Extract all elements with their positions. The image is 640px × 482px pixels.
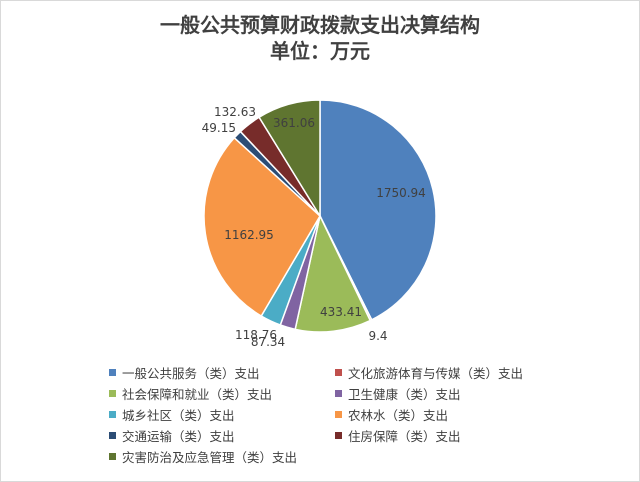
legend-swatch [109, 410, 116, 418]
chart-title: 一般公共预算财政拨款支出决算结构 [160, 13, 480, 37]
pie-data-label: 361.06 [273, 116, 315, 130]
legend-swatch [109, 431, 116, 439]
legend-label: 农林水（类）支出 [348, 407, 449, 423]
legend-label: 卫生健康（类）支出 [348, 386, 461, 402]
legend-item: 城乡社区（类）支出 [109, 405, 335, 423]
legend-item: 农林水（类）支出 [335, 405, 579, 423]
pie-data-label: 132.63 [214, 105, 256, 119]
legend-label: 一般公共服务（类）支出 [122, 365, 260, 381]
pie-data-label: 118.76 [235, 328, 277, 342]
pie-data-label: 1750.94 [376, 186, 426, 200]
legend-label: 文化旅游体育与传媒（类）支出 [348, 365, 524, 381]
legend-swatch [109, 368, 116, 376]
pie-data-label: 433.41 [320, 305, 362, 319]
pie-data-label: 1162.95 [224, 228, 274, 242]
chart-subtitle: 单位：万元 [270, 39, 370, 63]
legend-label: 城乡社区（类）支出 [122, 407, 235, 423]
legend-item: 灾害防治及应急管理（类）支出 [109, 447, 335, 465]
legend-label: 住房保障（类）支出 [348, 428, 461, 444]
pie-slice [319, 99, 437, 321]
legend-item: 卫生健康（类）支出 [335, 384, 579, 402]
legend-item: 社会保障和就业（类）支出 [109, 384, 335, 402]
legend-label: 社会保障和就业（类）支出 [122, 386, 273, 402]
legend-item: 住房保障（类）支出 [335, 426, 579, 444]
pie-slice [258, 99, 321, 219]
pie-data-label: 49.15 [202, 121, 236, 135]
legend-swatch [109, 452, 116, 460]
pie-slices [203, 99, 437, 333]
legend-swatch [335, 410, 342, 418]
legend-swatch [109, 389, 116, 397]
legend-item: 一般公共服务（类）支出 [109, 363, 335, 381]
legend-label: 灾害防治及应急管理（类）支出 [122, 449, 298, 465]
legend-swatch [335, 368, 342, 376]
pie-data-label: 87.34 [251, 335, 285, 349]
pie-data-label: 9.4 [368, 329, 387, 343]
legend-item: 文化旅游体育与传媒（类）支出 [335, 363, 579, 381]
chart-legend: 一般公共服务（类）支出 文化旅游体育与传媒（类）支出社会保障和就业（类）支出 卫生健… [109, 363, 579, 465]
legend-item: 交通运输（类）支出 [109, 426, 335, 444]
legend-label: 交通运输（类）支出 [122, 428, 235, 444]
legend-swatch [335, 431, 342, 439]
legend-swatch [335, 389, 342, 397]
pie-slice [203, 136, 321, 318]
